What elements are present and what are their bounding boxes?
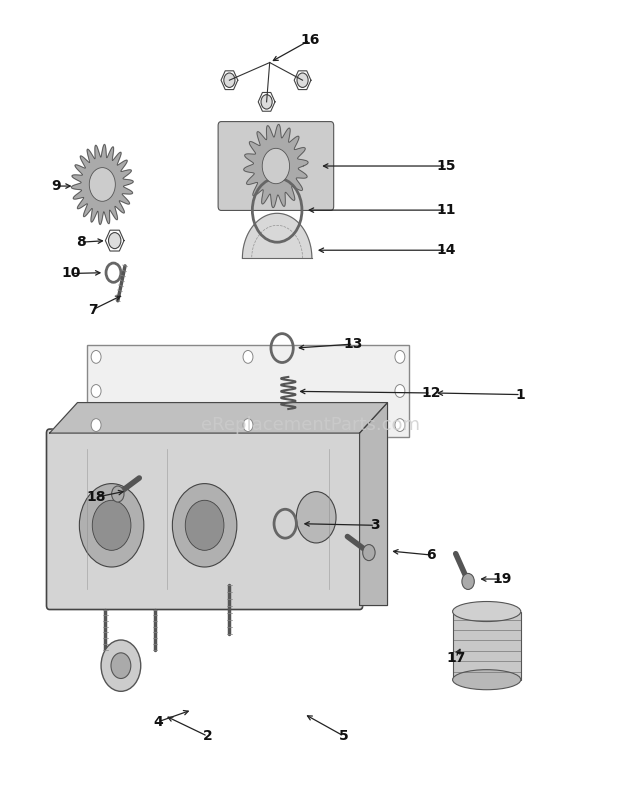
Circle shape (92, 500, 131, 550)
Polygon shape (242, 213, 312, 258)
Circle shape (185, 500, 224, 550)
Circle shape (111, 653, 131, 678)
Circle shape (91, 350, 101, 363)
Text: 1: 1 (516, 387, 526, 402)
Circle shape (262, 148, 290, 184)
Circle shape (297, 73, 308, 87)
Circle shape (243, 350, 253, 363)
Circle shape (108, 233, 121, 249)
Bar (87, 345, 409, 437)
FancyBboxPatch shape (46, 429, 363, 610)
Text: 5: 5 (339, 729, 349, 743)
Polygon shape (71, 144, 133, 225)
Text: 13: 13 (343, 337, 363, 351)
Text: 12: 12 (421, 386, 441, 400)
Text: 10: 10 (61, 266, 81, 281)
Circle shape (101, 640, 141, 691)
Polygon shape (244, 124, 308, 208)
Text: 14: 14 (436, 243, 456, 257)
FancyBboxPatch shape (218, 122, 334, 210)
Circle shape (112, 486, 124, 502)
Text: 8: 8 (76, 235, 86, 249)
Polygon shape (50, 403, 388, 433)
Text: 2: 2 (203, 729, 213, 743)
Circle shape (89, 168, 115, 201)
Polygon shape (360, 403, 388, 606)
Text: 15: 15 (436, 159, 456, 173)
Text: 11: 11 (436, 203, 456, 217)
Circle shape (296, 492, 336, 543)
Text: 4: 4 (153, 715, 163, 729)
Text: 18: 18 (86, 490, 106, 504)
Circle shape (462, 573, 474, 589)
Bar (453, 612, 521, 680)
Circle shape (395, 384, 405, 397)
Text: 19: 19 (492, 572, 512, 586)
Circle shape (395, 350, 405, 363)
Text: 9: 9 (51, 179, 61, 193)
Ellipse shape (453, 670, 521, 690)
Circle shape (363, 545, 375, 561)
Circle shape (224, 73, 235, 87)
Circle shape (91, 384, 101, 397)
Circle shape (91, 419, 101, 431)
Text: 6: 6 (426, 548, 436, 562)
Circle shape (261, 95, 272, 109)
Circle shape (395, 419, 405, 431)
Text: 17: 17 (446, 650, 466, 665)
Text: eReplacementParts.com: eReplacementParts.com (200, 416, 420, 434)
Circle shape (243, 419, 253, 431)
Text: 16: 16 (300, 33, 320, 47)
Circle shape (79, 484, 144, 567)
Circle shape (172, 484, 237, 567)
Text: 3: 3 (370, 518, 380, 533)
Text: 7: 7 (88, 302, 98, 317)
Ellipse shape (453, 602, 521, 622)
